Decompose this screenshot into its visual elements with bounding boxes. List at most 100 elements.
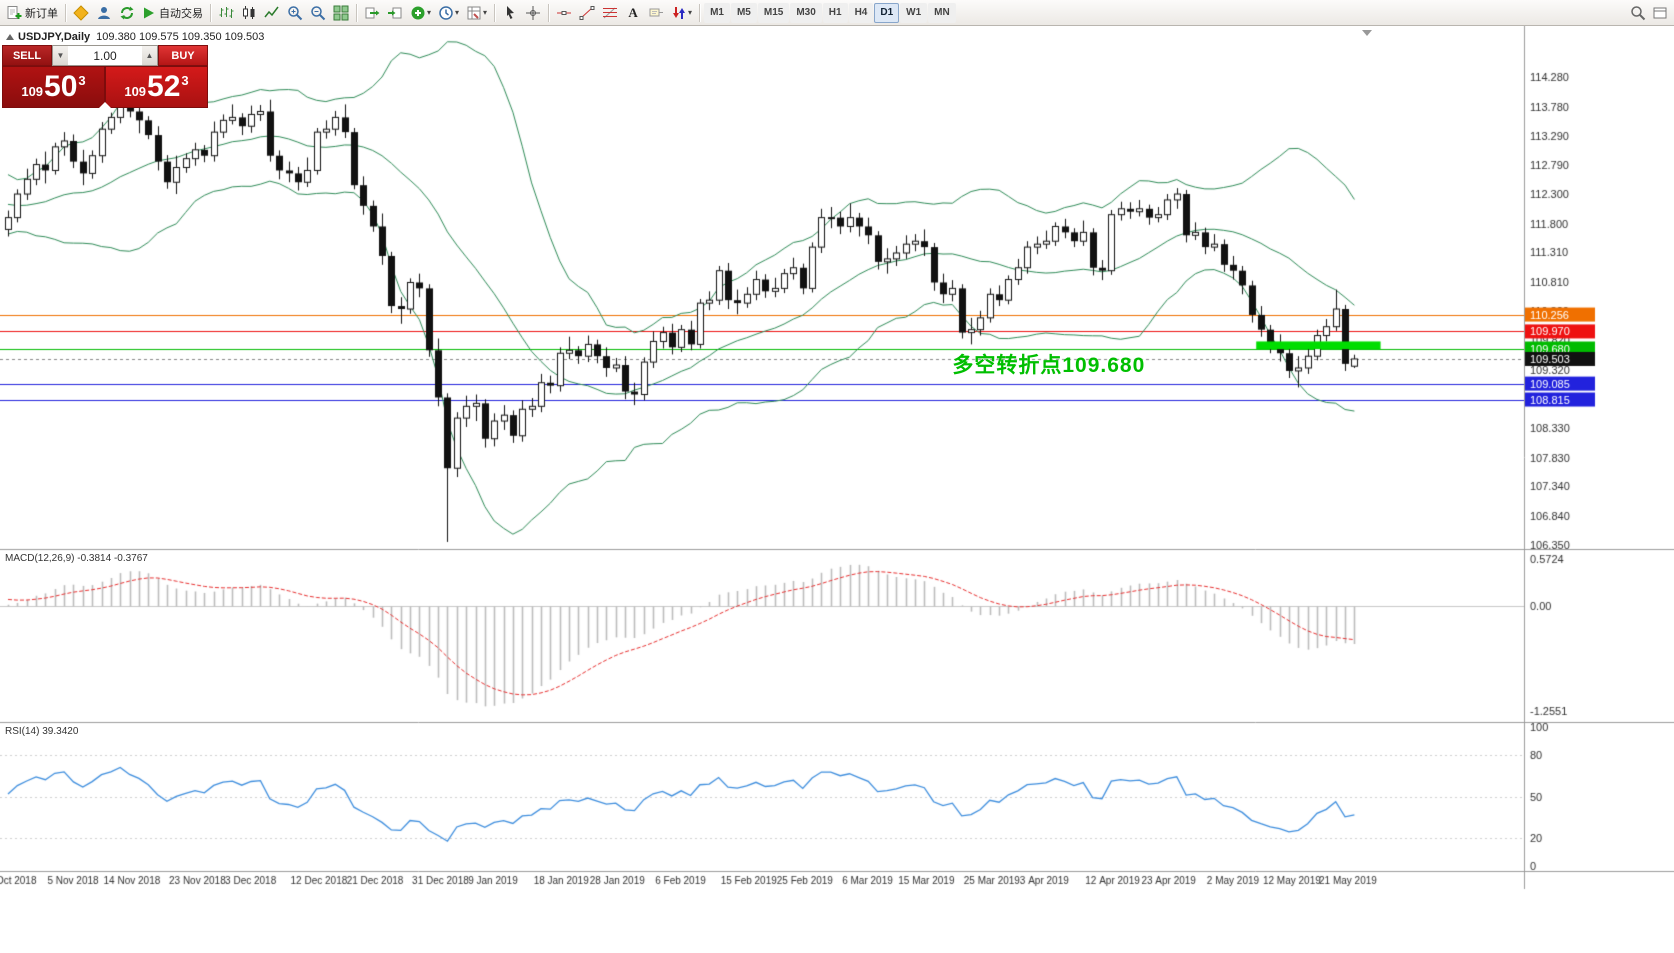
new-order-label: 新订单 — [25, 7, 58, 20]
tile-windows-button[interactable] — [330, 2, 352, 24]
chart-shift-marker-icon[interactable] — [1362, 30, 1372, 36]
zoom-out-button[interactable] — [307, 2, 329, 24]
timeframe-d1[interactable]: D1 — [874, 2, 900, 23]
templates-dropdown[interactable]: ▾ — [463, 2, 490, 24]
sync-button[interactable] — [116, 2, 138, 24]
candlestick-chart-button[interactable] — [238, 2, 260, 24]
periods-dropdown[interactable]: ▾ — [435, 2, 462, 24]
spread-notch-icon — [99, 102, 111, 108]
timeframe-m5[interactable]: M5 — [730, 2, 757, 23]
line-chart-button[interactable] — [261, 2, 283, 24]
arrows-dropdown[interactable]: ▾ — [668, 2, 695, 24]
text-tool[interactable]: A — [622, 2, 644, 24]
separator — [548, 3, 550, 22]
text-label-tool[interactable] — [645, 2, 667, 24]
macd-panel-region[interactable] — [0, 549, 1524, 722]
separator — [494, 3, 496, 22]
fibonacci-icon — [602, 5, 618, 21]
line-chart-icon — [264, 5, 280, 21]
chart-forward-button[interactable] — [361, 2, 383, 24]
crosshair-tool-button[interactable] — [522, 2, 544, 24]
zoom-in-icon — [287, 5, 303, 21]
separator — [356, 3, 357, 22]
trendline-tool[interactable] — [576, 2, 598, 24]
sell-price-box[interactable]: 109 50 3 — [2, 66, 105, 108]
sell-button[interactable]: SELL — [2, 45, 52, 66]
price-chart-region[interactable] — [0, 26, 1524, 549]
separator — [699, 3, 701, 22]
ohlc-bars-icon — [218, 5, 234, 21]
autotrading-label: 自动交易 — [159, 7, 203, 20]
new-order-icon — [6, 5, 22, 21]
panel-splitter-time[interactable] — [0, 869, 1674, 874]
bid-main: 50 — [44, 70, 78, 103]
chart-shift-icon — [387, 5, 403, 21]
price-axis-region[interactable] — [1524, 26, 1674, 871]
panel-splitter-macd[interactable] — [0, 547, 1674, 552]
chart-title: USDJPY,Daily 109.380 109.575 109.350 109.… — [18, 31, 264, 43]
timeframe-h4[interactable]: H4 — [848, 2, 874, 23]
volume-decrease-button[interactable]: ▼ — [53, 46, 68, 65]
timeframe-mn[interactable]: MN — [928, 2, 956, 23]
one-click-toggle[interactable] — [6, 34, 14, 40]
ask-pipette: 3 — [181, 73, 189, 88]
cursor-icon — [502, 5, 518, 21]
timeframe-w1[interactable]: W1 — [900, 2, 928, 23]
chevron-down-icon: ▾ — [688, 8, 693, 17]
autotrading-button[interactable]: 自动交易 — [139, 2, 206, 24]
cursor-tool-button[interactable] — [499, 2, 521, 24]
chart-canvas[interactable] — [0, 26, 1674, 953]
macd-indicator-label: MACD(12,26,9) -0.3814 -0.3767 — [5, 553, 148, 564]
macd-values: -0.3814 -0.3767 — [77, 553, 148, 564]
chart-forward-icon — [364, 5, 380, 21]
timeframe-m15[interactable]: M15 — [757, 2, 790, 23]
zoom-in-button[interactable] — [284, 2, 306, 24]
search-icon — [1630, 5, 1646, 21]
arrow-objects-icon — [671, 5, 687, 21]
template-grid-icon — [466, 5, 482, 21]
profile-button[interactable] — [93, 2, 115, 24]
fibonacci-tool[interactable] — [599, 2, 621, 24]
chevron-down-icon: ▾ — [455, 8, 460, 17]
chevron-down-icon: ▾ — [483, 8, 488, 17]
symbol-period-label: USDJPY,Daily — [18, 31, 91, 43]
clock-icon — [438, 5, 454, 21]
play-icon — [142, 6, 156, 20]
chart-shift-button[interactable] — [384, 2, 406, 24]
mql-community-button[interactable] — [70, 2, 92, 24]
one-click-trading-panel: SELL ▼ ▲ BUY 109 50 3 109 52 3 — [2, 45, 208, 108]
chart-annotation[interactable]: 多空转折点109.680 — [952, 353, 1146, 377]
buy-button[interactable]: BUY — [158, 45, 208, 66]
toolbar: 新订单 自动交易 ▾ ▾ ▾ A ▾ M1 M5 M15 M30 H1 H4 D… — [0, 0, 1674, 26]
panel-splitter-rsi[interactable] — [0, 720, 1674, 725]
rsi-indicator-label: RSI(14) 39.3420 — [5, 726, 79, 737]
timeframe-h1[interactable]: H1 — [822, 2, 848, 23]
label-icon — [648, 5, 664, 21]
new-order-button[interactable]: 新订单 — [3, 2, 61, 24]
timeframe-m1[interactable]: M1 — [704, 2, 730, 23]
bar-chart-button[interactable] — [215, 2, 237, 24]
zoom-out-icon — [310, 5, 326, 21]
profile-icon — [96, 5, 112, 21]
volume-increase-button[interactable]: ▲ — [142, 46, 157, 65]
ask-prefix: 109 — [124, 84, 147, 99]
chevron-down-icon: ▾ — [427, 8, 432, 17]
window-icon — [1652, 5, 1668, 21]
rsi-value: 39.3420 — [42, 726, 79, 737]
timeframe-m30[interactable]: M30 — [790, 2, 822, 23]
crosshair-icon — [525, 5, 541, 21]
triangle-up-icon: ▲ — [145, 51, 154, 60]
horizontal-line-icon — [556, 5, 572, 21]
window-lay-button[interactable] — [1649, 2, 1671, 24]
horizontal-line-tool[interactable] — [553, 2, 575, 24]
buy-price-box[interactable]: 109 52 3 — [105, 66, 208, 108]
rsi-panel-region[interactable] — [0, 722, 1524, 871]
bid-prefix: 109 — [21, 84, 44, 99]
volume-input[interactable] — [68, 46, 142, 65]
mql-diamond-icon — [73, 4, 89, 21]
tile-windows-icon — [333, 5, 349, 21]
indicators-dropdown[interactable]: ▾ — [407, 2, 434, 24]
bid-pipette: 3 — [78, 73, 86, 88]
search-button[interactable] — [1627, 2, 1649, 24]
separator — [65, 3, 66, 22]
